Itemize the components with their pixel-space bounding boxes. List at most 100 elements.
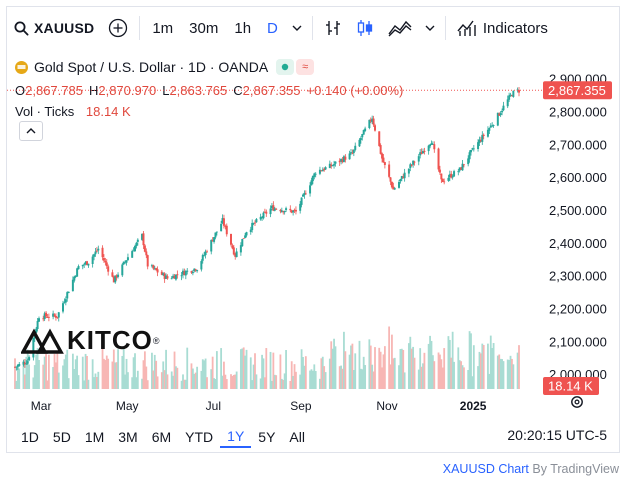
candle-body <box>215 231 218 233</box>
candle-body <box>499 113 502 116</box>
volume-bar <box>285 350 287 389</box>
volume-bar <box>358 340 361 389</box>
candle-body <box>124 261 127 263</box>
candle-body <box>145 251 148 256</box>
volume-bar <box>471 376 474 389</box>
candle-body <box>502 105 505 111</box>
chart-settings-button[interactable] <box>571 396 583 408</box>
candle-body <box>131 251 134 258</box>
volume-bar <box>124 374 127 389</box>
indicators-button[interactable]: Indicators <box>450 7 555 49</box>
volume-bar <box>245 349 248 389</box>
candle-body <box>46 316 49 318</box>
candle-body <box>310 180 313 186</box>
candle-body <box>102 257 105 261</box>
toolbar-divider <box>444 16 446 40</box>
symbol-search[interactable]: XAUUSD <box>7 7 101 49</box>
area-style-button[interactable] <box>381 7 419 49</box>
candle-body <box>62 303 64 312</box>
candle-body <box>63 301 66 303</box>
volume-bar <box>321 356 324 389</box>
credit-by[interactable]: By TradingView <box>532 462 619 476</box>
range-5d[interactable]: 5D <box>52 429 71 445</box>
candle-body <box>409 164 412 169</box>
candle-body <box>255 218 258 223</box>
bar-style-button[interactable] <box>317 7 349 49</box>
candles-style-button[interactable] <box>349 7 381 49</box>
volume-bar <box>350 345 352 389</box>
chart-credit[interactable]: XAUUSD Chart By TradingView <box>443 462 619 476</box>
credit-symbol-chart[interactable]: XAUUSD Chart <box>442 462 529 476</box>
candle-body <box>451 176 454 178</box>
volume-bar <box>487 343 489 389</box>
collapse-legend-button[interactable] <box>19 121 43 141</box>
timeframe-d[interactable]: D <box>267 19 278 37</box>
chart-type-chevron-down-icon[interactable] <box>419 25 441 31</box>
candle-body <box>450 173 453 178</box>
volume-bar <box>407 343 410 389</box>
range-6m[interactable]: 6M <box>151 429 172 445</box>
volume-bar <box>231 375 234 389</box>
volume-bar <box>73 369 76 389</box>
volume-bar <box>441 367 444 389</box>
candle-body <box>84 262 87 265</box>
range-all[interactable]: All <box>289 429 305 445</box>
range-1y[interactable]: 1Y <box>220 426 252 448</box>
volume-bar <box>479 353 482 389</box>
volume-bar <box>57 372 60 389</box>
compare-button[interactable] <box>101 7 135 49</box>
candle-body <box>193 268 196 272</box>
candle-body <box>143 245 146 252</box>
candle-body <box>163 273 166 280</box>
timezone-clock[interactable]: 20:20:15 UTC-5 <box>507 427 607 443</box>
candle-body <box>210 240 213 252</box>
volume-bar <box>410 348 413 389</box>
time-axis[interactable]: Mar May Jul Sep Nov 2025 <box>31 399 487 413</box>
range-5y[interactable]: 5Y <box>258 429 276 445</box>
timeframe-chevron-down-icon[interactable] <box>286 25 308 31</box>
volume-bar <box>419 348 422 389</box>
candle-body <box>300 197 303 205</box>
candle-body <box>104 260 107 263</box>
candle-body <box>32 338 35 358</box>
candle-body <box>35 328 38 333</box>
candle-body <box>93 254 96 257</box>
price-chart[interactable]: 2,900.0002,800.0002,700.0002,600.0002,50… <box>7 63 619 413</box>
candle-body <box>433 144 436 150</box>
volume-bar <box>196 366 199 389</box>
volume-bar <box>163 370 166 389</box>
volume-bar <box>488 373 491 389</box>
volume-bar <box>334 346 337 389</box>
market-status-icon[interactable] <box>276 59 295 75</box>
candle-body <box>231 245 234 249</box>
price-tick-label: 2,200.000 <box>549 302 607 317</box>
volume-bar <box>160 372 163 389</box>
volume-bar <box>502 361 505 389</box>
timeframe-1m[interactable]: 1m <box>152 19 174 37</box>
volume-bar <box>232 374 235 389</box>
open-key: O <box>15 83 26 98</box>
candle-body <box>134 246 136 252</box>
volume-bar <box>290 361 293 389</box>
candle-body <box>510 95 513 97</box>
candle-body <box>369 119 372 122</box>
volume-bar <box>223 361 225 389</box>
range-1m[interactable]: 1M <box>84 429 105 445</box>
candle-body <box>441 178 444 183</box>
volume-bar <box>93 377 95 389</box>
range-3m[interactable]: 3M <box>118 429 138 445</box>
range-ytd[interactable]: YTD <box>185 429 214 445</box>
candle-body <box>382 157 385 163</box>
candle-body <box>402 176 405 179</box>
timeframe-30m[interactable]: 30m <box>189 19 219 37</box>
volume-bar <box>283 373 286 389</box>
candle-body <box>290 210 293 213</box>
range-1d[interactable]: 1D <box>21 429 39 445</box>
volume-bar <box>165 349 167 389</box>
volume-bar <box>190 363 193 389</box>
candle-body <box>259 216 262 220</box>
wave-icon[interactable]: ≈ <box>296 59 315 75</box>
price-axis[interactable]: 2,900.0002,800.0002,700.0002,600.0002,50… <box>549 72 607 383</box>
timeframe-1h[interactable]: 1h <box>234 19 252 37</box>
candle-body <box>403 172 406 179</box>
